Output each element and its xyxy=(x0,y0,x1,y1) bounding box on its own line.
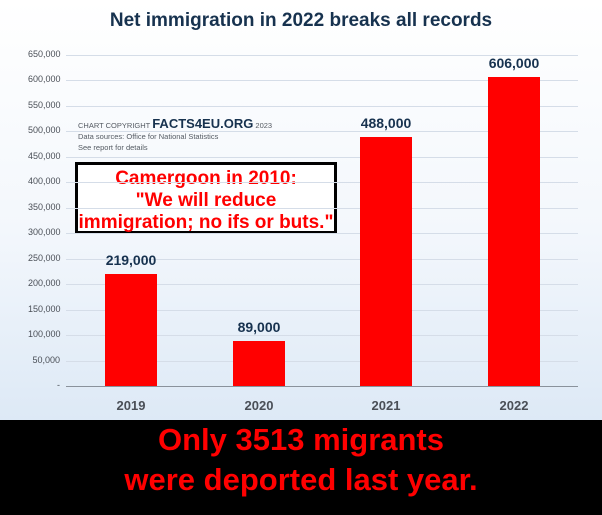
y-tick-label: 250,000 xyxy=(28,252,61,263)
gridline xyxy=(66,258,578,260)
bar-2022 xyxy=(488,77,540,386)
gridline xyxy=(66,131,578,133)
bar-2020 xyxy=(233,340,285,386)
bar-value-label: 606,000 xyxy=(488,55,540,72)
caption-band: Only 3513 migrants were deported last ye… xyxy=(0,420,602,515)
bar-2021 xyxy=(360,137,412,386)
y-tick-label: - xyxy=(57,380,60,390)
gridline xyxy=(66,80,578,82)
y-tick-label: 150,000 xyxy=(28,303,61,314)
chart-title: Net immigration in 2022 breaks all recor… xyxy=(109,10,493,31)
bar-value-label: 89,000 xyxy=(237,318,281,335)
gridline xyxy=(66,233,578,235)
bar-value-label: 219,000 xyxy=(105,252,157,269)
gridline xyxy=(66,182,578,184)
gridline xyxy=(66,309,578,311)
gridline xyxy=(66,156,578,158)
gridline xyxy=(66,55,578,56)
y-tick-label: 650,000 xyxy=(28,49,61,59)
x-axis-line xyxy=(66,386,578,387)
y-tick-label: 600,000 xyxy=(28,74,61,85)
x-tick-label: 2020 xyxy=(244,398,274,413)
copyright-year: 2023 xyxy=(255,121,273,130)
quote-line-3: immigration; no ifs or buts." xyxy=(78,212,334,233)
y-tick-label: 200,000 xyxy=(28,278,61,289)
y-tick-label: 100,000 xyxy=(28,329,61,340)
quote-line-1: Camergoon in 2010: xyxy=(115,168,297,189)
gridline xyxy=(66,335,578,337)
y-tick-label: 50,000 xyxy=(32,354,60,365)
bar-2019 xyxy=(105,274,157,386)
caption-line-2: were deported last year. xyxy=(124,462,478,497)
gridline xyxy=(66,105,578,107)
gridline xyxy=(66,207,578,209)
caption-line-1: Only 3513 migrants xyxy=(157,422,444,457)
y-tick-label: 350,000 xyxy=(28,201,61,212)
copyright-prefix: CHART COPYRIGHT xyxy=(78,121,151,130)
x-tick-label: 2022 xyxy=(499,398,529,413)
bar-value-label: 488,000 xyxy=(360,115,412,132)
x-tick-label: 2019 xyxy=(116,398,146,413)
y-tick-label: 400,000 xyxy=(28,176,61,187)
copyright-note: CHART COPYRIGHT FACTS4EU.ORG 2023 Data s… xyxy=(78,116,273,153)
report-note: See report for details xyxy=(78,143,148,152)
y-tick-label: 450,000 xyxy=(28,150,61,161)
chart-panel: Net immigration in 2022 breaks all recor… xyxy=(0,0,602,420)
gridline xyxy=(66,360,578,362)
copyright-brand: FACTS4EU.ORG xyxy=(152,116,254,131)
y-tick-label: 500,000 xyxy=(28,125,61,136)
gridline xyxy=(66,284,578,286)
quote-box: Camergoon in 2010: "We will reduce immig… xyxy=(75,162,337,234)
y-tick-label: 550,000 xyxy=(28,99,61,110)
x-tick-label: 2021 xyxy=(371,398,401,413)
y-tick-label: 300,000 xyxy=(28,227,61,238)
data-source: Data sources: Office for National Statis… xyxy=(78,132,219,141)
quote-line-2: "We will reduce xyxy=(135,190,277,211)
